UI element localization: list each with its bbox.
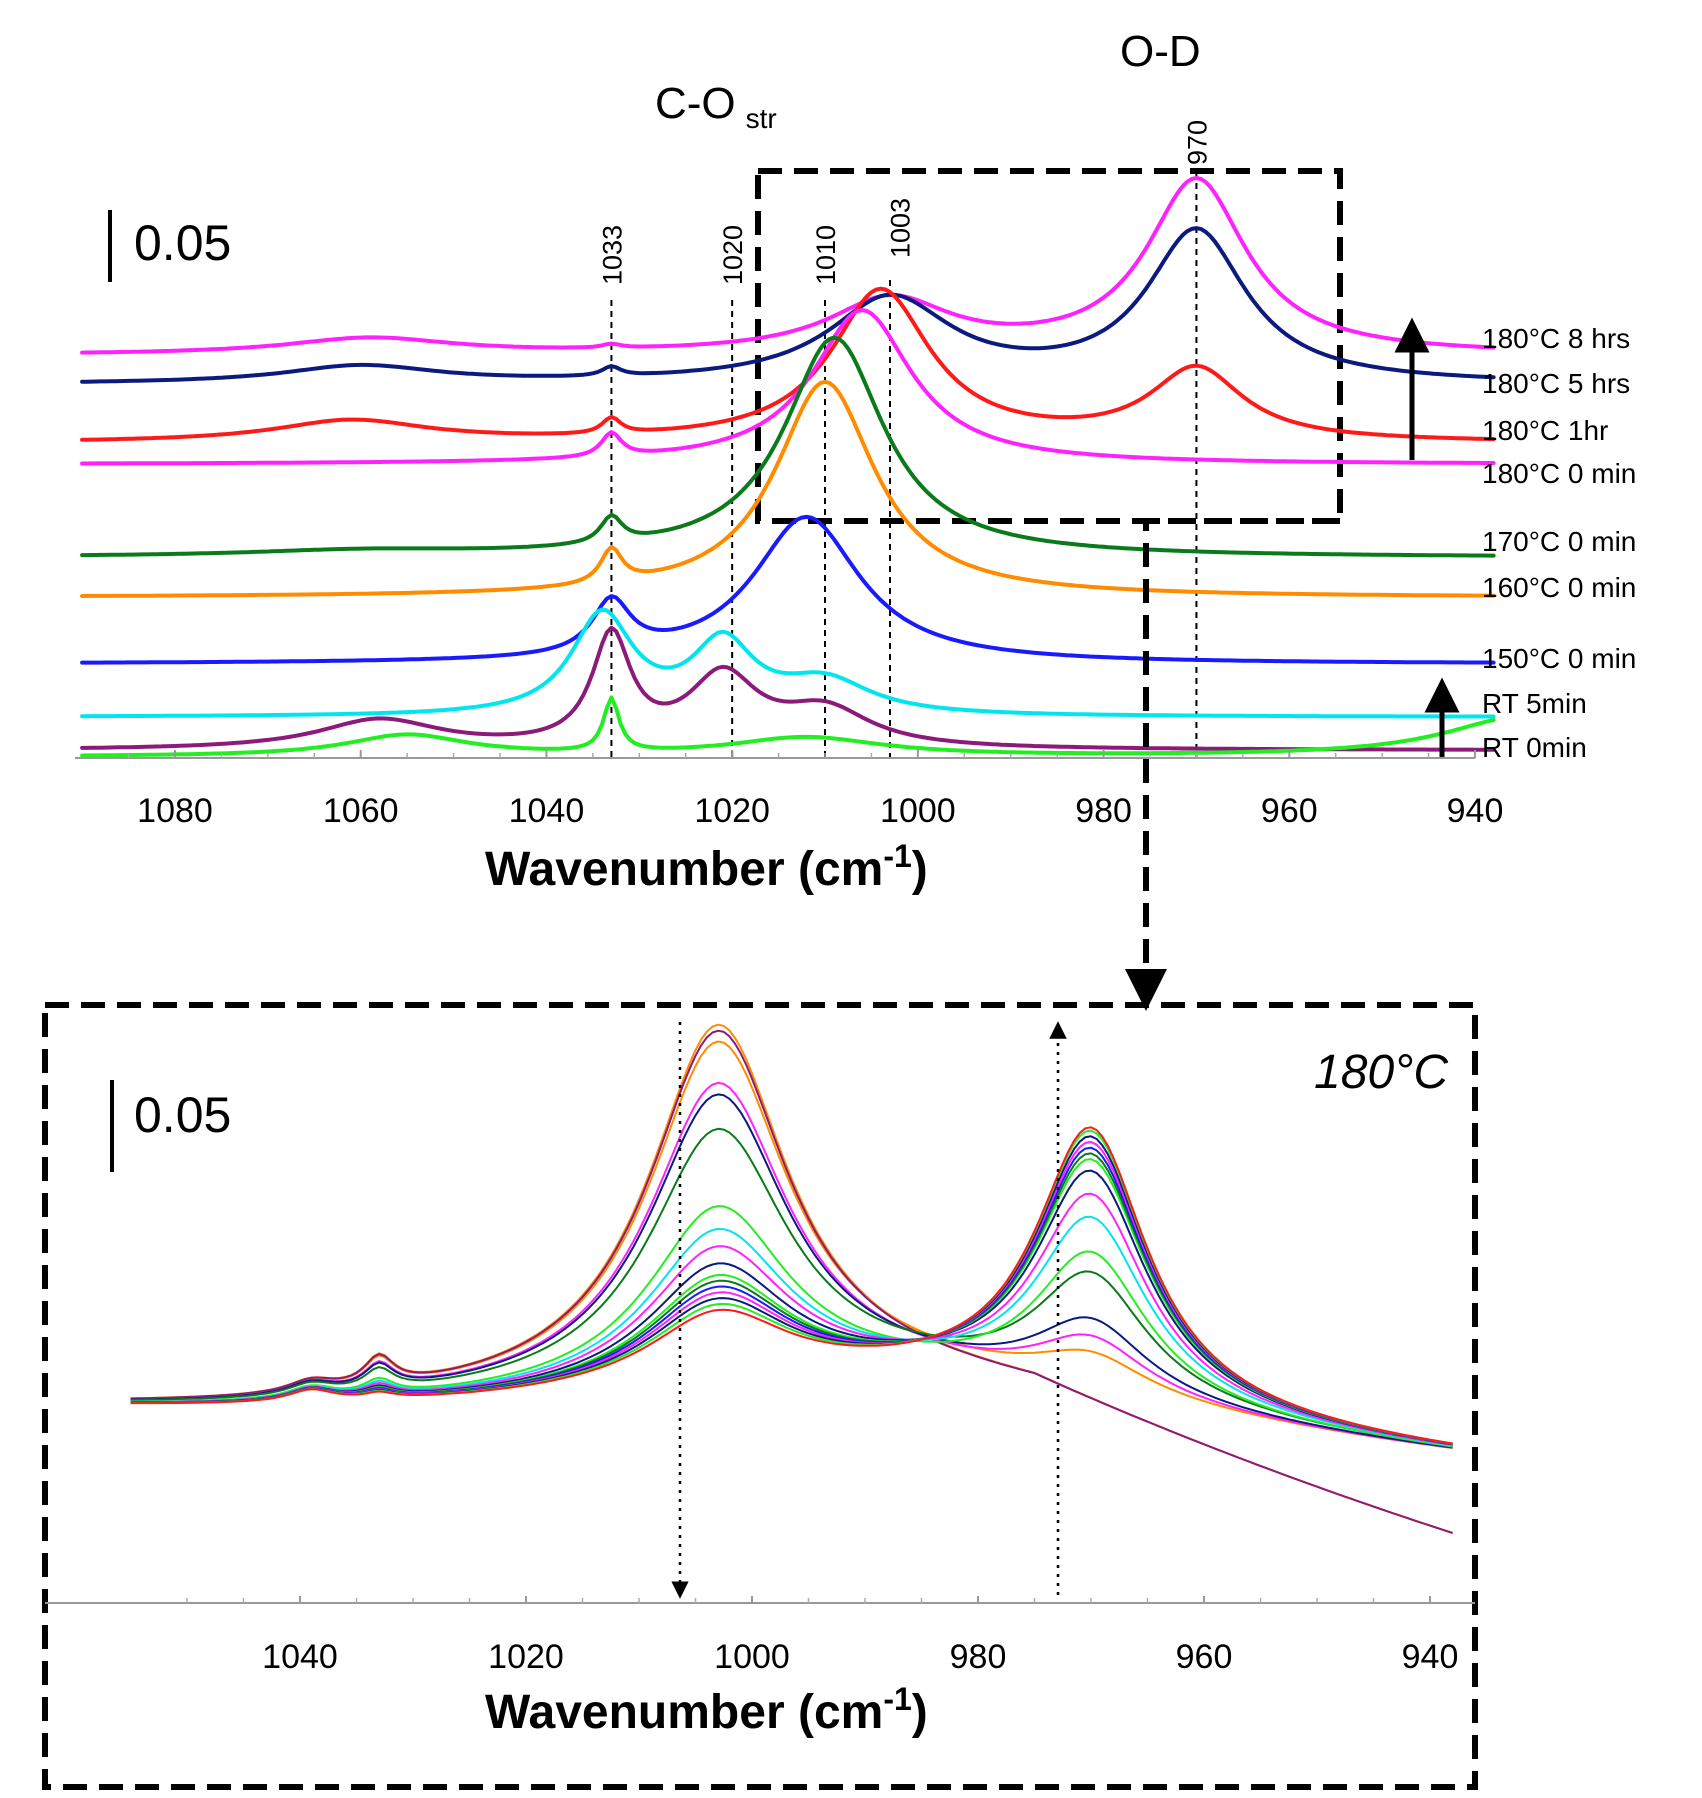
zoom-spectrum-line (130, 1081, 1453, 1449)
top-tick-label: 1060 (323, 792, 399, 830)
spectrum-line (80, 514, 1496, 665)
top-x-axis-title: Wavenumber (cm-1) (485, 838, 928, 896)
bottom-tick-label: 1000 (714, 1638, 790, 1676)
bottom-x-axis-title: Wavenumber (cm-1) (485, 1681, 928, 1739)
spectrum-line (80, 286, 1496, 442)
spectrum-line (80, 175, 1496, 355)
zoom-spectrum-line (130, 1029, 1453, 1534)
bottom-x-axis-exponent: -1 (883, 1681, 911, 1717)
top-tick-label: 1080 (137, 792, 213, 830)
zoom-spectrum-line (130, 1093, 1453, 1449)
curve-label: 160°C 0 min (1482, 572, 1636, 603)
bottom-scale-bar-label: 0.05 (134, 1087, 231, 1143)
band-label-co-main: C-O (655, 79, 736, 128)
peak-marker-label: 1020 (718, 225, 748, 285)
top-x-axis-exponent: -1 (883, 838, 911, 874)
curve-label: RT 5min (1482, 688, 1587, 719)
curve-label: 150°C 0 min (1482, 643, 1636, 674)
peak-marker-label: 1003 (885, 198, 915, 258)
zoomed-spectra-panel: 180°C 0.05 1040 1020 1000 980 960 940 Wavenum… (42, 1002, 1478, 1790)
top-tick-label: 960 (1261, 792, 1318, 830)
curve-labels: 180°C 8 hrs 180°C 5 hrs 180°C 1hr 180°C 0 m… (1482, 323, 1636, 763)
curve-label: 170°C 0 min (1482, 526, 1636, 557)
zoom-panel-frame (42, 1002, 1478, 1790)
bottom-tick-label: 980 (950, 1638, 1007, 1676)
top-tick-label: 1000 (880, 792, 956, 830)
bottom-tick-label: 1040 (262, 1638, 338, 1676)
bottom-x-ticks: 1040 1020 1000 980 960 940 (186, 1596, 1459, 1676)
zoom-spectrum-line (130, 1205, 1453, 1448)
top-tick-label: 1040 (509, 792, 585, 830)
bottom-tick-label: 940 (1402, 1638, 1459, 1676)
zoom-spectrum-line (130, 1126, 1453, 1445)
spectrum-line (80, 379, 1496, 598)
band-label-co-sub: str (746, 103, 777, 134)
top-x-axis-close-paren: ) (912, 843, 928, 896)
curve-label: 180°C 5 hrs (1482, 368, 1630, 399)
spectrum-line (80, 335, 1496, 558)
zoom-region-box (755, 168, 1343, 524)
zoom-panel-title: 180°C (1314, 1046, 1448, 1099)
peak-marker-label: 1010 (811, 225, 841, 285)
zoom-spectrum-line (130, 1192, 1453, 1446)
bottom-x-axis-close-paren: ) (912, 1686, 928, 1739)
top-spectra-panel: 0.05 C-O str O-D 1033 1020 1010 1003 970 1080… (75, 27, 1636, 1011)
peak-marker-label: 1033 (597, 225, 627, 285)
curve-label: RT 0min (1482, 732, 1587, 763)
top-x-ticks: 1080 1060 1040 1020 1000 980 960 940 (127, 750, 1504, 830)
spectrum-line (80, 695, 1496, 758)
zoom-spectrum-line (130, 1146, 1453, 1445)
curve-label: 180°C 8 hrs (1482, 323, 1630, 354)
zoom-spectrum-line (130, 1215, 1453, 1447)
top-tick-label: 980 (1075, 792, 1132, 830)
peak-markers: 1033 1020 1010 1003 970 (597, 120, 1212, 757)
bottom-spectra (130, 1023, 1453, 1534)
peak-marker-label: 970 (1182, 120, 1212, 165)
band-label-od: O-D (1120, 27, 1201, 76)
spectrum-line (80, 308, 1496, 466)
top-tick-label: 1020 (694, 792, 770, 830)
zoom-spectrum-line (130, 1127, 1453, 1448)
bottom-tick-label: 1020 (488, 1638, 564, 1676)
top-tick-label: 940 (1447, 792, 1504, 830)
bottom-tick-label: 960 (1176, 1638, 1233, 1676)
spectrum-line (80, 226, 1496, 384)
spectrum-line (80, 607, 1496, 719)
top-scale-bar-label: 0.05 (134, 215, 231, 271)
band-label-co: C-O str (655, 79, 777, 134)
zoom-connector-arrow (1125, 518, 1340, 1011)
spectrum-line (80, 625, 1496, 752)
zoom-spectrum-line (130, 1158, 1453, 1446)
curve-label: 180°C 0 min (1482, 458, 1636, 489)
curve-label: 180°C 1hr (1482, 415, 1608, 446)
top-spectra (80, 175, 1496, 758)
